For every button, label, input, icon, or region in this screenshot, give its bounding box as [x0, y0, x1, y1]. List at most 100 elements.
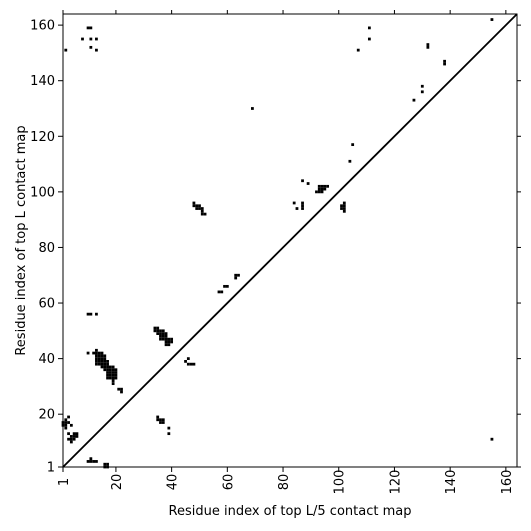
- x-axis-label: Residue index of top L/5 contact map: [169, 504, 412, 519]
- contact-cell: [340, 204, 343, 208]
- contact-cell: [106, 362, 109, 366]
- contact-cell: [340, 207, 343, 210]
- contact-cell: [161, 332, 165, 335]
- contact-cell: [69, 440, 73, 444]
- contact-cell: [92, 460, 96, 463]
- contact-cell: [117, 387, 121, 391]
- contact-cell: [103, 357, 107, 360]
- contact-cell: [89, 312, 93, 316]
- contact-cell: [114, 376, 118, 380]
- contact-cell: [95, 348, 98, 352]
- contact-cell: [156, 415, 160, 419]
- contact-cell: [320, 190, 324, 194]
- contact-cell: [170, 340, 174, 344]
- contact-cell: [217, 290, 221, 294]
- contact-cell: [342, 204, 346, 208]
- contact-cell: [342, 209, 346, 213]
- contact-cell: [75, 435, 79, 438]
- contact-cell: [420, 84, 424, 88]
- contact-cell: [317, 187, 321, 191]
- contact-cell: [86, 312, 90, 316]
- contact-cell: [200, 212, 204, 216]
- contact-cell: [320, 187, 324, 191]
- contact-cell: [237, 273, 240, 277]
- contact-cell: [72, 432, 76, 436]
- contact-cell: [234, 273, 238, 277]
- contact-cell: [326, 184, 329, 188]
- contact-cell: [220, 290, 224, 294]
- contact-cell: [161, 418, 165, 422]
- contact-cell: [111, 365, 115, 369]
- contact-cell: [120, 390, 123, 394]
- x-tick-label: 100: [333, 470, 348, 495]
- contact-cell: [167, 432, 171, 436]
- contact-cell: [161, 421, 165, 424]
- contact-cell: [225, 284, 229, 288]
- contact-cell: [195, 204, 199, 208]
- contact-cell: [111, 371, 115, 374]
- contact-cell: [192, 362, 196, 366]
- y-tick-label: 1: [47, 461, 55, 476]
- contact-cell: [89, 26, 93, 30]
- contact-cell: [443, 59, 446, 63]
- contact-cell: [114, 371, 118, 374]
- contact-cell: [92, 351, 96, 355]
- contact-cell: [234, 276, 238, 280]
- contact-cell: [97, 360, 101, 363]
- y-tick-label: 20: [38, 408, 55, 423]
- contact-cell: [342, 201, 346, 205]
- contact-cell: [323, 184, 327, 188]
- contact-cell: [315, 190, 318, 194]
- contact-cell: [412, 98, 416, 102]
- contact-cell: [72, 437, 76, 441]
- contact-cell: [426, 45, 430, 49]
- contact-cell: [111, 376, 115, 380]
- contact-cell: [167, 343, 171, 347]
- contact-cell: [348, 159, 352, 163]
- contact-cell: [89, 457, 93, 461]
- y-tick-label: 60: [38, 297, 55, 312]
- contact-cell: [106, 373, 109, 377]
- contact-cell: [342, 207, 346, 210]
- contact-cell: [186, 357, 190, 360]
- contact-cell: [317, 184, 321, 188]
- contact-cell: [306, 182, 310, 185]
- contact-cell: [108, 376, 112, 380]
- contact-cell: [103, 362, 107, 366]
- contact-cell: [108, 373, 112, 377]
- contact-cell: [114, 368, 118, 372]
- contact-cell: [103, 360, 107, 363]
- contact-cell: [97, 354, 101, 358]
- x-tick-label: 20: [110, 474, 125, 491]
- contact-cell: [153, 326, 157, 330]
- contact-cell: [161, 329, 165, 333]
- contact-cell: [184, 360, 187, 363]
- contact-cell: [100, 351, 104, 355]
- contact-cell: [111, 368, 115, 372]
- contact-cell: [203, 212, 207, 216]
- x-tick-label: 140: [444, 470, 459, 495]
- contact-cell: [159, 337, 162, 341]
- contact-cell: [320, 184, 324, 188]
- x-tick-label: 160: [500, 470, 515, 495]
- contact-cell: [490, 18, 494, 21]
- contact-cell: [170, 337, 174, 341]
- contact-cell: [159, 332, 162, 335]
- contact-cell: [164, 340, 168, 344]
- contact-cell: [69, 435, 73, 438]
- contact-cell: [67, 437, 70, 441]
- contact-cell: [420, 90, 424, 94]
- contact-cell: [106, 376, 109, 380]
- contact-cell: [164, 343, 168, 347]
- y-tick-label: 160: [30, 19, 55, 34]
- contact-cell: [161, 337, 165, 341]
- contact-cell: [367, 37, 371, 41]
- contact-cell: [95, 37, 98, 41]
- contact-cell: [108, 365, 112, 369]
- contact-cell: [106, 360, 109, 363]
- y-tick-label: 40: [38, 352, 55, 367]
- contact-cell: [95, 48, 98, 52]
- x-tick-label: 60: [221, 474, 236, 491]
- contact-cell: [153, 329, 157, 333]
- contact-cell: [103, 354, 107, 358]
